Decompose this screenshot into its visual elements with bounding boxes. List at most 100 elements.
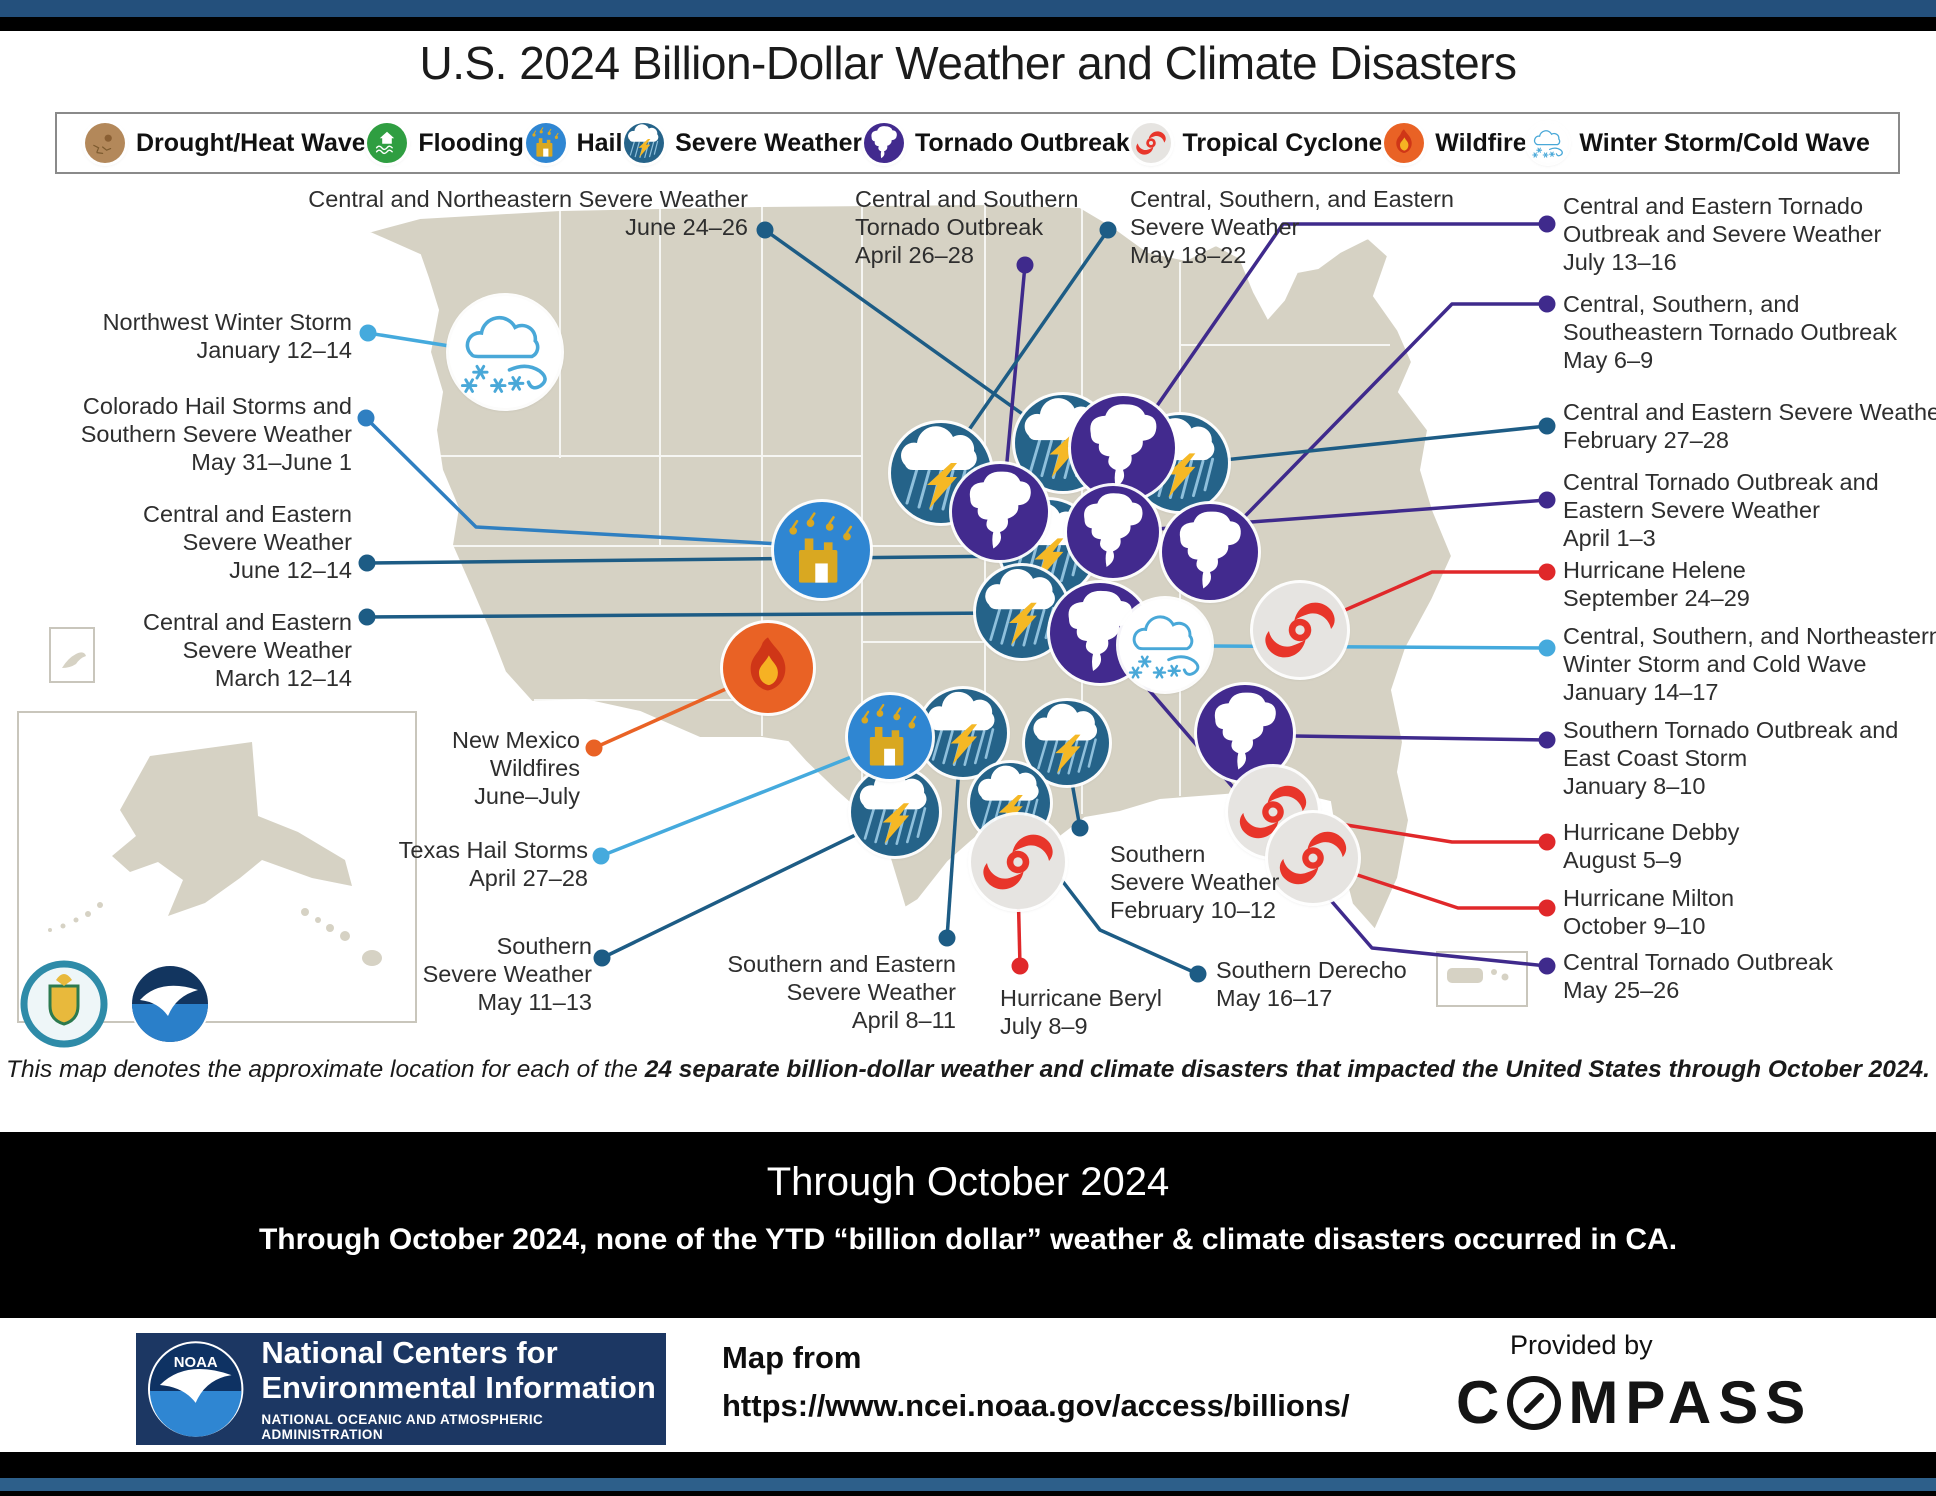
map-label-line: May 16–17 xyxy=(1216,985,1333,1012)
cyclone-icon xyxy=(1268,813,1358,903)
connector-line xyxy=(1185,424,1548,466)
winter-icon xyxy=(449,296,561,408)
map-label-line: Winter Storm and Cold Wave xyxy=(1563,651,1867,678)
map-event-label: Central and Northeastern Severe Weather J… xyxy=(308,185,748,241)
flood-icon xyxy=(367,123,408,163)
cyclone-icon xyxy=(971,815,1065,909)
map-source: Map from https://www.ncei.noaa.gov/acces… xyxy=(722,1340,1350,1424)
map-event-label: Central and Eastern Tornado Outbreak and … xyxy=(1563,192,1881,277)
map-label-line: July 8–9 xyxy=(1000,1013,1088,1040)
wildfire-icon xyxy=(723,623,813,713)
connector-dot xyxy=(1538,295,1556,313)
connector-dot xyxy=(1071,819,1089,837)
map-label-line: Southern xyxy=(496,933,592,959)
connector-dot xyxy=(358,608,376,626)
tornado-icon xyxy=(1197,685,1293,781)
cyclone-icon xyxy=(1253,583,1347,677)
legend-label: Hail xyxy=(576,128,623,157)
page-title: U.S. 2024 Billion-Dollar Weather and Cli… xyxy=(419,37,1517,89)
connector-line xyxy=(1123,222,1547,453)
map-label-line: Central and Southern xyxy=(855,186,1079,212)
tornado-icon xyxy=(1162,504,1258,600)
map-label-line: April 8–11 xyxy=(851,1007,956,1034)
map-label-line: Southern and Eastern xyxy=(727,951,956,977)
map-event-label: Southern Severe Weather May 11–13 xyxy=(423,932,592,1017)
connector-line xyxy=(366,554,1023,565)
map-label-line: Severe Weather xyxy=(182,637,352,664)
map-label-line: Southern Derecho xyxy=(1216,957,1407,983)
map-label-line: July 13–16 xyxy=(1563,249,1677,276)
connector-dot xyxy=(1099,221,1117,239)
map-event-label: Central, Southern, and Southeastern Torna… xyxy=(1563,290,1897,375)
map-label-line: Central Tornado Outbreak and xyxy=(1563,469,1879,495)
map-event-label: Southern and Eastern Severe Weather April … xyxy=(727,950,956,1035)
map-label-line: May 31–June 1 xyxy=(191,449,352,476)
map-event-label: Southern Severe Weather February 10–12 xyxy=(1110,840,1279,925)
map-label-line: Central and Eastern xyxy=(142,501,352,527)
connector-dot xyxy=(1538,833,1556,851)
map-label-line: East Coast Storm xyxy=(1563,745,1748,772)
connector-line xyxy=(367,331,463,350)
connector-dot xyxy=(1538,731,1556,749)
banner: Through October 2024 Through October 202… xyxy=(0,1132,1936,1318)
connector-dot xyxy=(1538,215,1556,233)
map-label-line: Severe Weather xyxy=(422,961,592,988)
map-label-line: May 11–13 xyxy=(477,989,592,1016)
map-event-label: Central, Southern, and Eastern Severe Wea… xyxy=(1130,185,1454,270)
connector-dot xyxy=(1538,563,1556,581)
map-label-line: June 12–14 xyxy=(229,557,352,584)
noaa-acronym: NOAA xyxy=(174,1355,218,1371)
compass-o-icon xyxy=(1507,1376,1562,1430)
map-event-label: Central, Southern, and Northeastern Winte… xyxy=(1563,622,1936,707)
map-event-label: Central Tornado Outbreak and Eastern Seve… xyxy=(1563,468,1879,553)
map-event-label: Hurricane Beryl July 8–9 xyxy=(1000,984,1162,1040)
map-label-line: May 6–9 xyxy=(1563,347,1654,374)
connector-line xyxy=(945,751,962,939)
map-label-line: Severe Weather xyxy=(182,529,352,556)
map-event-label: Southern Tornado Outbreak and East Coast … xyxy=(1563,716,1898,801)
connector-line xyxy=(1293,734,1548,742)
doc-seal-logo xyxy=(20,960,108,1048)
hail-icon xyxy=(525,123,566,163)
map-label-line: Hurricane Milton xyxy=(1563,885,1735,911)
map-label-line: June 24–26 xyxy=(625,214,748,241)
provided-by-label: Provided by xyxy=(1510,1330,1653,1360)
connector-dots xyxy=(357,215,1556,983)
connector-line xyxy=(939,229,1110,471)
legend-item-winter: Winter Storm/Cold Wave xyxy=(1528,123,1870,163)
connector-line xyxy=(364,416,799,547)
connector-dot xyxy=(756,221,774,239)
map-label-line: May 25–26 xyxy=(1563,977,1680,1004)
map-label-line: January 12–14 xyxy=(196,337,352,364)
map-event-label: Hurricane Milton October 9–10 xyxy=(1563,884,1734,940)
tornado-icon xyxy=(1067,486,1159,578)
legend-item-hail: Hail xyxy=(525,123,623,163)
connector-dot xyxy=(1538,899,1556,917)
noaa-emblem-icon: NOAA xyxy=(147,1341,244,1437)
footnote-prefix: This map denotes the approximate locatio… xyxy=(6,1056,645,1083)
map-source-url: https://www.ncei.noaa.gov/access/billion… xyxy=(722,1388,1350,1423)
legend-label: Drought/Heat Wave xyxy=(136,128,366,157)
banner-subtitle: Through October 2024, none of the YTD “b… xyxy=(258,1223,1678,1256)
map-label-line: Central and Eastern xyxy=(142,609,352,635)
connector-dot xyxy=(592,847,610,865)
map-label-line: January 8–10 xyxy=(1563,773,1706,800)
brand-prefix: C xyxy=(1456,1369,1507,1436)
map-label-line: October 9–10 xyxy=(1563,913,1706,940)
map-label-line: Outbreak and Severe Weather xyxy=(1563,221,1882,248)
severe-icon xyxy=(624,123,665,163)
tornado-icon xyxy=(952,464,1048,560)
noaa-text: National Centers for Environmental Infor… xyxy=(261,1336,666,1442)
map-event-label: Hurricane Debby August 5–9 xyxy=(1563,818,1739,874)
bottom-edge-bar xyxy=(0,1491,1936,1496)
cyclone-icon xyxy=(1131,123,1172,163)
map-label-line: June–July xyxy=(474,783,580,810)
connector-dot xyxy=(1538,639,1556,657)
connector-line xyxy=(600,750,865,858)
map-label-line: April 1–3 xyxy=(1563,525,1656,552)
bottom-blue-bar xyxy=(0,1478,1936,1491)
connector-line xyxy=(601,822,879,960)
map-event-label: Southern Derecho May 16–17 xyxy=(1216,956,1407,1012)
tornado-icon xyxy=(863,123,904,163)
map-event-label: Central and Southern Tornado Outbreak Apri… xyxy=(855,185,1078,270)
